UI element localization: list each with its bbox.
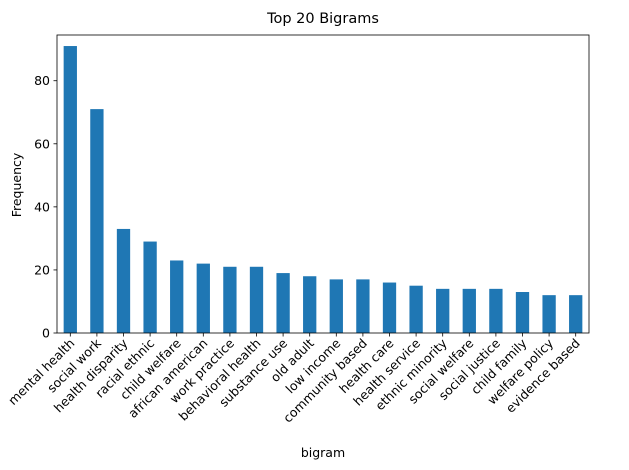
bar (436, 288, 450, 333)
axes-frame (56, 34, 590, 334)
bar (249, 266, 264, 333)
bar (382, 282, 397, 333)
bar (143, 241, 157, 333)
bar (542, 295, 556, 333)
bar (223, 266, 237, 333)
y-tick-label: 60 (34, 136, 50, 151)
bar (356, 279, 370, 333)
bar (569, 295, 583, 333)
bar (489, 288, 503, 333)
bar (170, 260, 184, 333)
bar (196, 263, 210, 333)
y-axis-label: Frequency (9, 152, 24, 217)
chart-title: Top 20 Bigrams (266, 11, 379, 27)
y-tick-label: 40 (34, 199, 50, 214)
bar (276, 273, 290, 333)
y-tick-label: 20 (34, 262, 50, 277)
y-tick-label: 0 (42, 326, 50, 341)
x-axis-label: bigram (301, 445, 345, 460)
bar (63, 46, 77, 333)
bar (90, 109, 104, 333)
bar (515, 292, 530, 333)
bar (303, 276, 317, 333)
bar (116, 228, 131, 333)
bar (329, 279, 343, 333)
y-tick-label: 80 (34, 73, 50, 88)
bar (409, 285, 423, 333)
bar (462, 288, 476, 333)
